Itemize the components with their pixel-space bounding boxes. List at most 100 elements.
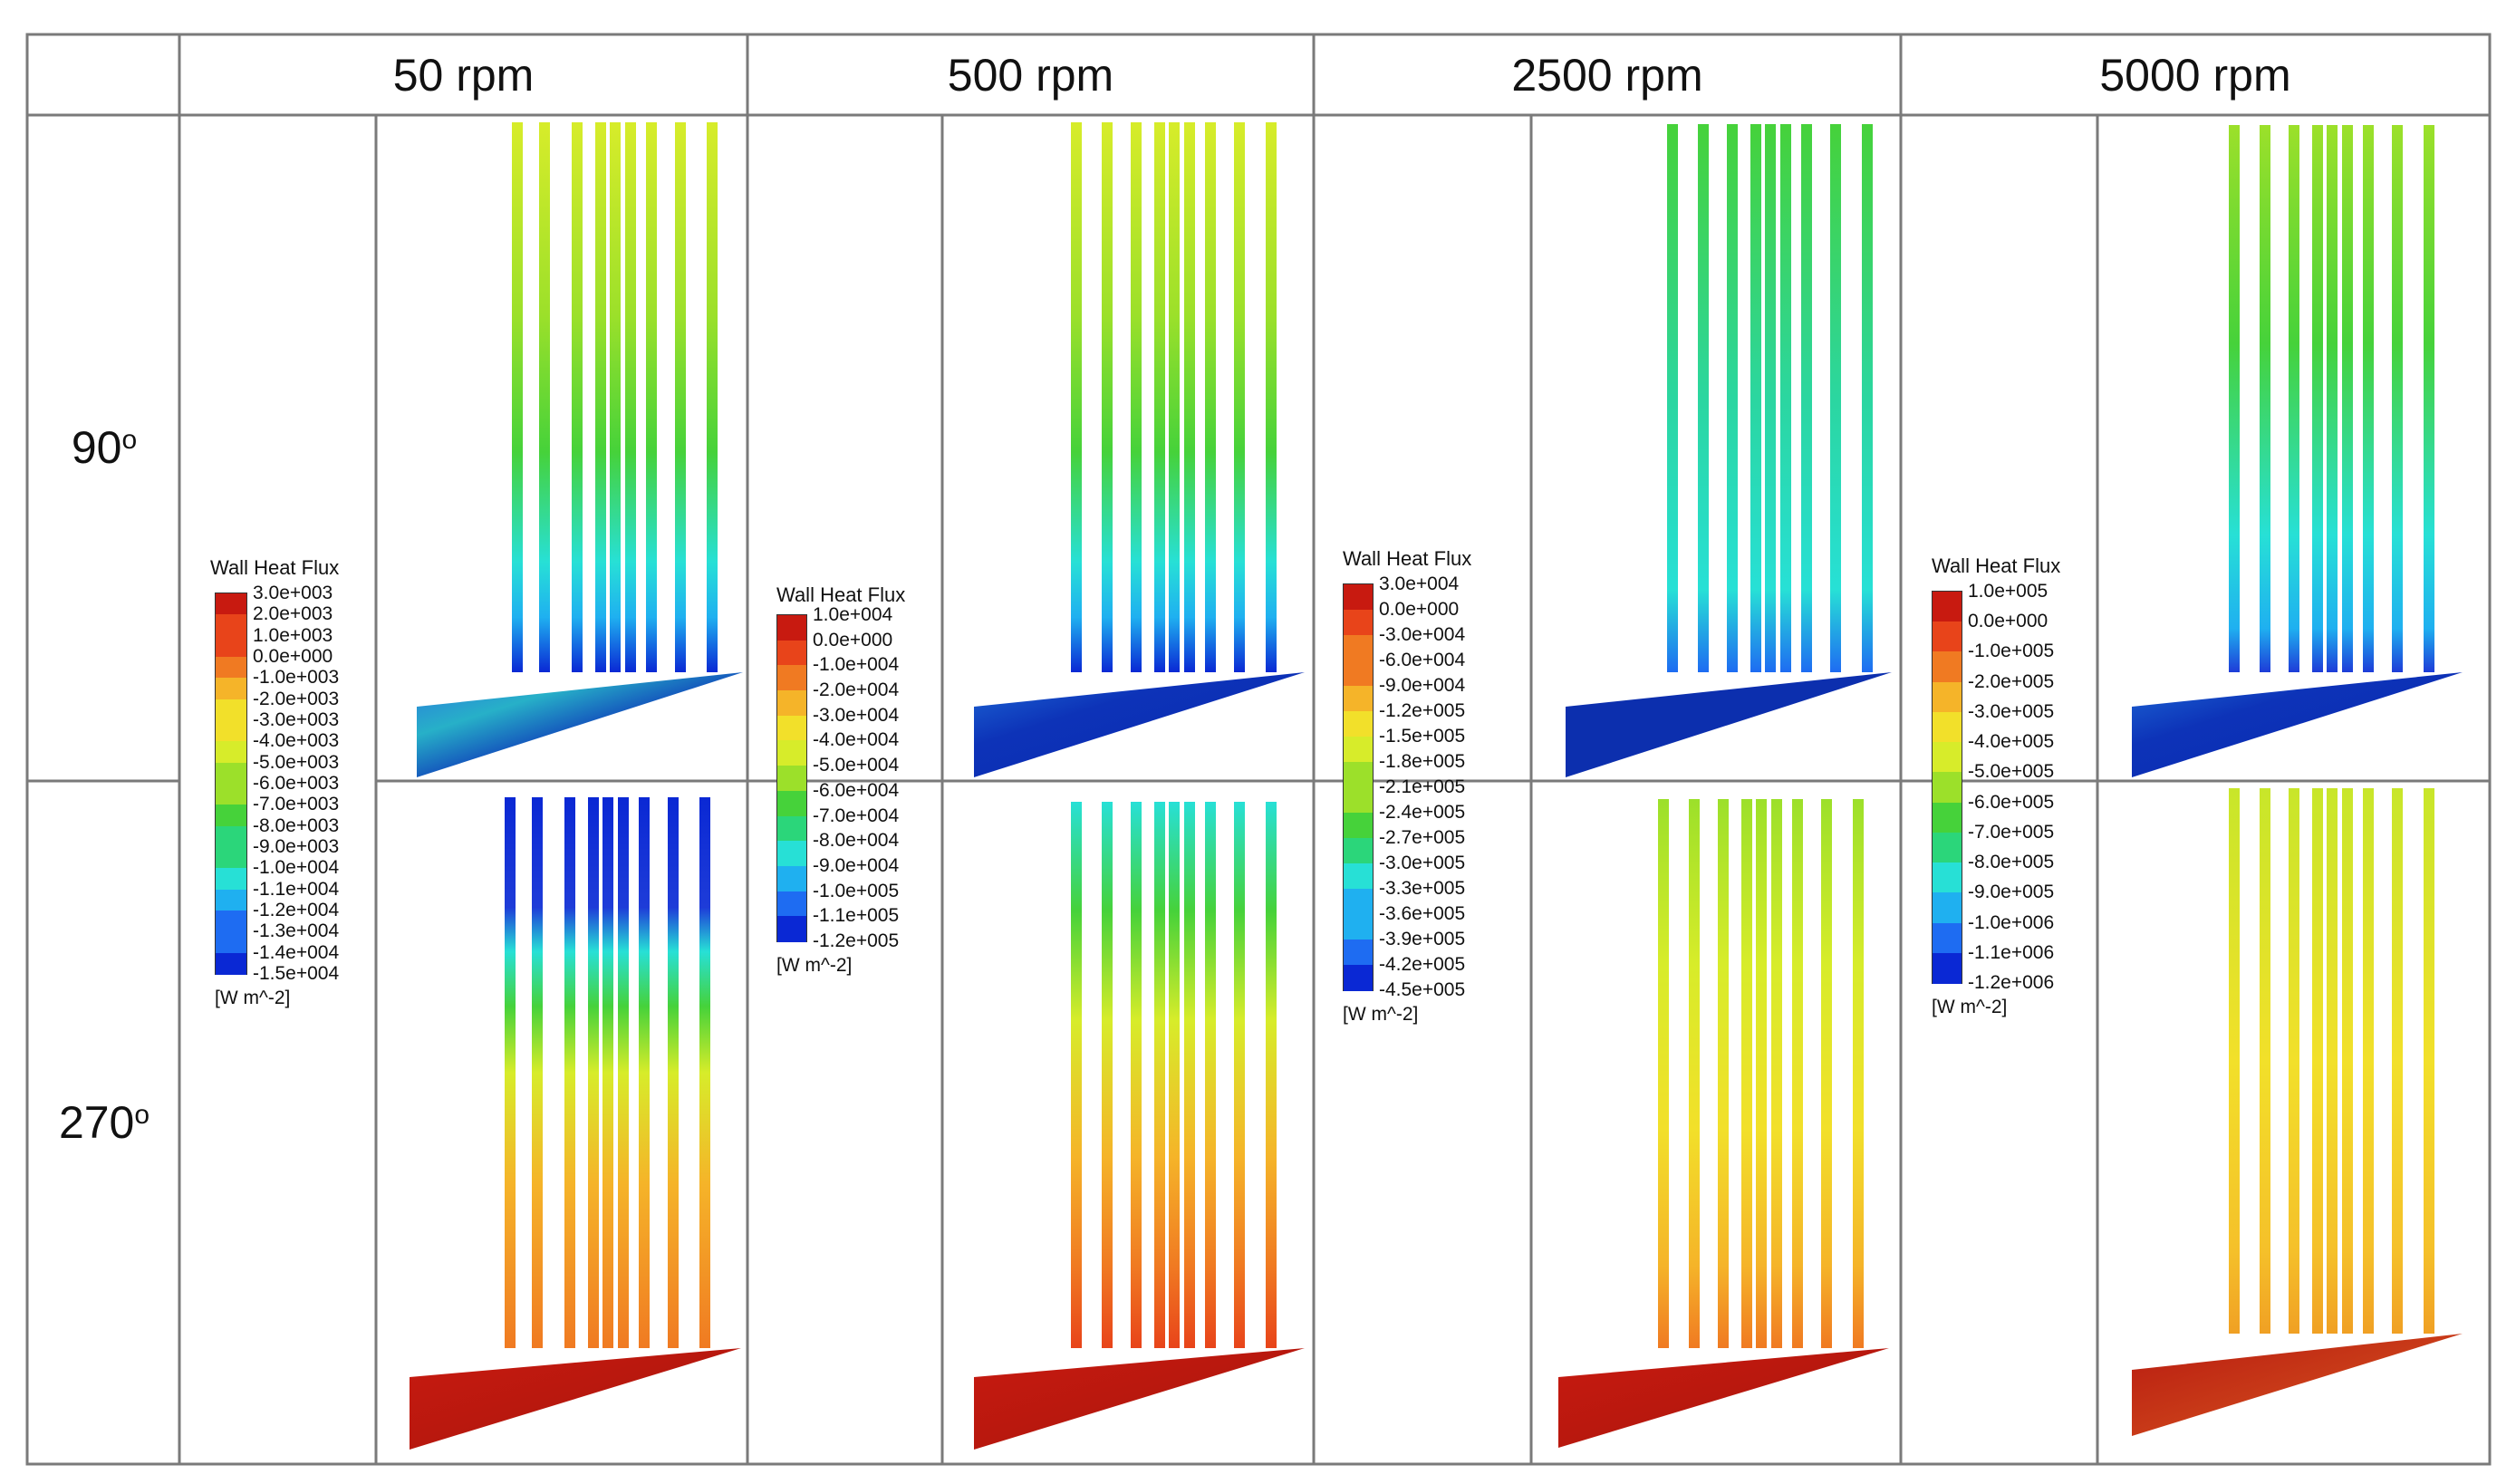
colorbar-swatch [777,690,806,717]
fin-rod [646,122,657,672]
legend-tick-label: -5.0e+004 [813,755,900,776]
fin-rod [1771,799,1782,1348]
column-header-2500rpm: 2500 rpm [1511,50,1703,101]
legend-tick-label: 1.0e+003 [253,624,333,646]
fin-rod [2327,788,2338,1334]
legend-title: Wall Heat Flux [1932,554,2061,577]
fin-rod [1154,122,1165,672]
legend-tick-label: -5.0e+003 [253,751,340,773]
colorbar-swatch [1344,762,1373,788]
fin-rod [602,797,613,1348]
colorbar [215,593,247,975]
fin-rod [1071,122,1082,672]
colorbar-swatch [216,699,246,721]
fin-rod [2289,125,2299,672]
legend-tick-label: 0.0e+000 [253,646,333,667]
colorbar-swatch [1344,838,1373,864]
row-label-90deg-value: 90 [71,422,122,473]
colorbar-swatch [216,931,246,954]
colorbar-swatch [1933,681,1962,713]
fin-rod [639,797,650,1348]
fin-rod [675,122,686,672]
legend-tick-label: 1.0e+005 [1968,581,2048,602]
fin-rod [1750,124,1761,672]
fin-rod [1765,124,1776,672]
fin-rod [2392,125,2403,672]
fin-rod [564,797,575,1348]
row-label-270deg-value: 270 [58,1097,135,1148]
colorbar-swatch [1933,922,1962,954]
fin-rod [699,797,710,1348]
colorbar-swatch [1933,742,1962,774]
colorbar-legend-50rpm: Wall Heat Flux 3.0e+003 2.0e+003 1.0e+003 0.… [210,556,339,1008]
render-500rpm-270deg [974,802,1305,1450]
fin-rod [2229,788,2240,1334]
colorbar-swatch [216,678,246,700]
column-header-500rpm: 500 rpm [947,50,1114,101]
fin-rod [1792,799,1803,1348]
colorbar-swatch [1344,813,1373,839]
fin-rod [1131,802,1142,1348]
fin-rod [595,122,606,672]
fin-rod [1853,799,1864,1348]
fin-rod [2342,125,2353,672]
render-5000rpm-270deg [2132,788,2463,1436]
legend-tick-label: -9.0e+004 [813,854,900,876]
legend-tick-label: -2.0e+003 [253,688,340,709]
legend-tick-label: -3.9e+005 [1379,929,1466,949]
legend-tick-label: -9.0e+003 [253,836,340,857]
legend-tick-label: -6.0e+003 [253,773,340,794]
fin-rod [1169,122,1180,672]
fin-rod [512,122,523,672]
render-500rpm-90deg [974,122,1305,777]
fin-rod [1205,802,1216,1348]
colorbar-swatch [1344,686,1373,712]
legend-tick-label: -3.0e+005 [1968,700,2055,722]
fin-rod [1071,802,1082,1348]
fin-rod [1698,124,1709,672]
legend-tick-label: -1.1e+005 [813,905,900,927]
fin-rod [2260,125,2270,672]
colorbar-swatch [1344,914,1373,940]
legend-tick-label: 1.0e+004 [813,604,893,625]
colorbar-swatch [216,805,246,827]
colorbar-swatch [777,891,806,918]
fin-rod [2363,788,2374,1334]
table-grid [25,33,2492,1466]
render-5000rpm-90deg [2132,125,2463,777]
colorbar-swatch [777,865,806,892]
legend-tick-label: -3.6e+005 [1379,903,1466,924]
legend-tick-label: -1.0e+005 [813,880,900,901]
colorbar-swatch [1933,952,1962,984]
legend-tick-label: -3.0e+004 [813,704,900,726]
legend-tick-label: -2.0e+004 [813,679,900,701]
fin-rod [1830,124,1841,672]
fin-rod [2392,788,2403,1334]
legend-tick-label: -8.0e+005 [1968,852,2055,873]
legend-tick-label: -1.8e+005 [1379,751,1466,772]
legend-tick-label: 3.0e+004 [1379,573,1460,594]
legend-tick-label: -2.1e+005 [1379,776,1466,797]
legend-tick-label: -7.0e+004 [813,805,900,826]
colorbar-swatch [216,889,246,911]
fin-rod [1266,802,1277,1348]
colorbar [776,614,807,942]
legend-title: Wall Heat Flux [776,583,906,606]
colorbar-swatch [1344,889,1373,915]
colorbar-swatch [1933,802,1962,834]
colorbar-swatch [1344,610,1373,636]
fin-rod [2312,125,2323,672]
fin-rod [505,797,516,1348]
fin-rod [1741,799,1752,1348]
fin-rod [588,797,599,1348]
fin-rod [1266,122,1277,672]
fin-rod [572,122,583,672]
fin-rod [1689,799,1700,1348]
legend-tick-label: -1.5e+005 [1379,726,1466,747]
legend-tick-label: -1.2e+004 [253,900,340,920]
legend-tick-label: 2.0e+003 [253,603,333,625]
render-2500rpm-90deg [1566,124,1892,777]
legend-tick-label: -1.1e+004 [253,878,340,900]
colorbar [1343,583,1374,991]
